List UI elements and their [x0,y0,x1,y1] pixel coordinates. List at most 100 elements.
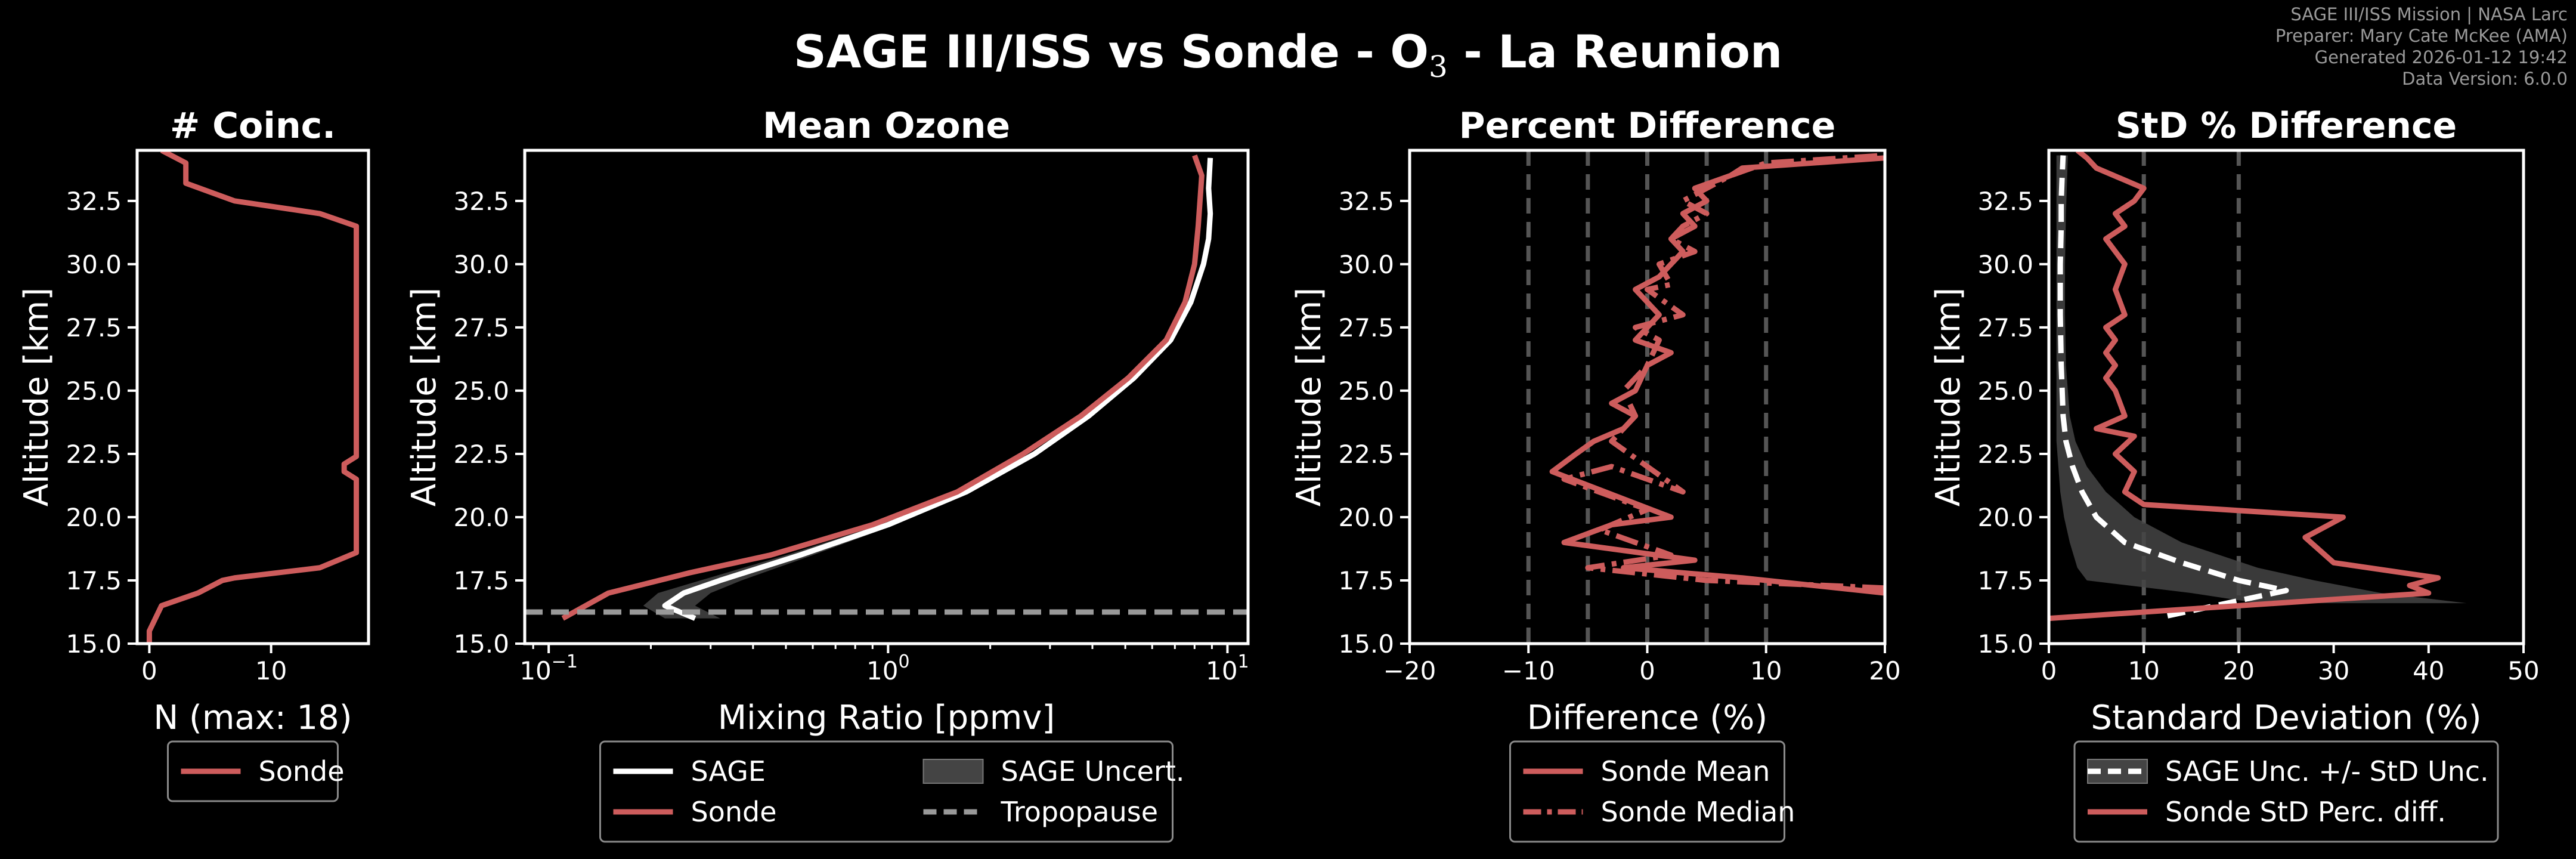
y-tick-label: 30.0 [1977,250,2033,279]
series-sage-unc-std-unc- [2057,155,2289,619]
legend-label: Sonde Mean [1601,755,1770,787]
legend: SAGE Sonde SAGE Uncert. Tropopause [599,740,1185,843]
y-tick-label: 27.5 [1977,313,2033,342]
y-tick-label: 15.0 [1338,629,1394,659]
y-axis-label: Altitude [km] [1929,288,1968,506]
legend-label: Sonde [259,755,345,787]
y-tick-label: 27.5 [66,313,122,342]
panel-title: StD % Difference [2116,105,2457,147]
y-axis-label: Altitude [km] [1290,288,1329,506]
y-tick-label: 32.5 [1338,187,1394,216]
series-sonde [146,150,360,644]
legend: Sonde Mean Sonde Median [1509,740,1795,843]
y-tick-label: 15.0 [66,629,122,659]
y-tick-label: 30.0 [453,250,509,279]
y-tick-label: 15.0 [1977,629,2033,659]
series-sonde [561,154,1205,621]
legend-label: Sonde Median [1601,796,1795,828]
y-tick-label: 25.0 [453,376,509,406]
panel-coinc: 15.0 17.5 20.0 22.5 25.0 27.5 30.0 32.5 0 10 # Coi… [17,105,370,802]
panel-pdiff: 15.0 17.5 20.0 22.5 25.0 27.5 30.0 32.5 −20 −10 0 1… [1290,105,1901,843]
y-tick-label: 32.5 [453,187,509,216]
legend-label: SAGE Unc. +/- StD Unc. [2165,755,2489,787]
legend-swatch-patch [922,759,984,784]
series-sonde-mean [1549,155,1885,596]
legend-frame [599,740,1174,843]
legend: Sonde [167,740,345,802]
x-tick-label: 0 [141,656,157,685]
y-tick-label: 15.0 [453,629,509,659]
x-tick-label: 20 [1869,656,1900,685]
title-suffix: - La Reunion [1447,25,1783,78]
plot-area [1526,150,1885,644]
panel-mean: 15.017.520.022.525.027.530.032.510−1 100 1… [405,105,1250,843]
y-tick-label: 27.5 [1338,313,1394,342]
y-tick-label: 25.0 [1338,376,1394,406]
meta-generated: Generated 2026-01-12 19:42 [2314,47,2568,67]
y-tick-label: 30.0 [1338,250,1394,279]
metadata-block: SAGE III/ISS Mission | NASA Larc Prepare… [2275,4,2568,89]
y-tick-label: 17.5 [1977,566,2033,595]
legend-label: Sonde [691,796,777,828]
axes-frame [2047,149,2525,645]
series-sonde-median [1561,152,1885,591]
plot-area [146,150,360,644]
axes-frame [523,149,1250,645]
x-tick-label: 10−1 [519,651,578,685]
y-tick-label: 32.5 [66,187,122,216]
uncertainty-band [2056,155,2467,604]
meta-version: Data Version: 6.0.0 [2402,69,2568,89]
legend-frame [167,740,339,802]
y-tick-label: 22.5 [1977,440,2033,469]
panel-title: # Coinc. [170,105,336,147]
legend-label: Tropopause [1001,796,1159,828]
title-subscript: 3 [1428,50,1448,85]
x-tick-label: 0 [2041,656,2057,685]
y-tick-label: 25.0 [66,376,122,406]
figure-title: SAGE III/ISS vs Sonde - O3 - La Reunion [0,25,2576,84]
legend-label: Sonde StD Perc. diff. [2165,796,2446,828]
x-tick-label: 40 [2413,656,2444,685]
x-axis-label: Mixing Ratio [ppmv] [718,699,1055,737]
x-axis-label: Difference (%) [1527,699,1767,737]
x-tick-exponent: −1 [552,651,578,672]
y-tick-label: 17.5 [66,566,122,595]
x-tick-label: 20 [2223,656,2255,685]
y-axis-label: Altitude [km] [405,288,444,506]
panel-title: Percent Difference [1459,105,1836,147]
y-axis-label: Altitude [km] [17,288,56,506]
legend-label: SAGE Uncert. [1001,755,1185,787]
x-tick-label: 50 [2507,656,2539,685]
y-tick-label: 20.0 [1338,503,1394,532]
x-tick-label: 10 [2128,656,2159,685]
y-tick-label: 22.5 [453,440,509,469]
plot-area [525,154,1248,621]
x-tick-label: 30 [2318,656,2349,685]
x-tick-exponent: 0 [898,651,909,672]
x-tick-label: 10 [255,656,287,685]
y-tick-label: 20.0 [1977,503,2033,532]
y-tick-label: 27.5 [453,313,509,342]
legend-frame [1509,740,1785,843]
legend: SAGE Unc. +/- StD Unc. Sonde StD Perc. di… [2073,740,2499,843]
y-tick-label: 20.0 [66,503,122,532]
x-tick-label: −20 [1383,656,1436,685]
x-tick-label: 100 [866,651,910,685]
x-tick-label: 101 [1206,651,1249,685]
y-tick-label: 30.0 [66,250,122,279]
y-tick-label: 17.5 [1338,566,1394,595]
y-tick-label: 32.5 [1977,187,2033,216]
title-prefix: SAGE III/ISS vs Sonde - O [793,25,1429,78]
plot-area [2049,150,2467,644]
y-tick-label: 17.5 [453,566,509,595]
y-tick-label: 22.5 [66,440,122,469]
x-tick-label: 10 [1750,656,1782,685]
uncertainty-band [643,453,1038,619]
axes-frame [135,149,370,645]
x-axis-label: Standard Deviation (%) [2091,699,2481,737]
x-tick-label: −10 [1502,656,1555,685]
y-tick-label: 22.5 [1338,440,1394,469]
series-sage [662,157,1213,621]
x-axis-label: N (max: 18) [153,699,352,737]
